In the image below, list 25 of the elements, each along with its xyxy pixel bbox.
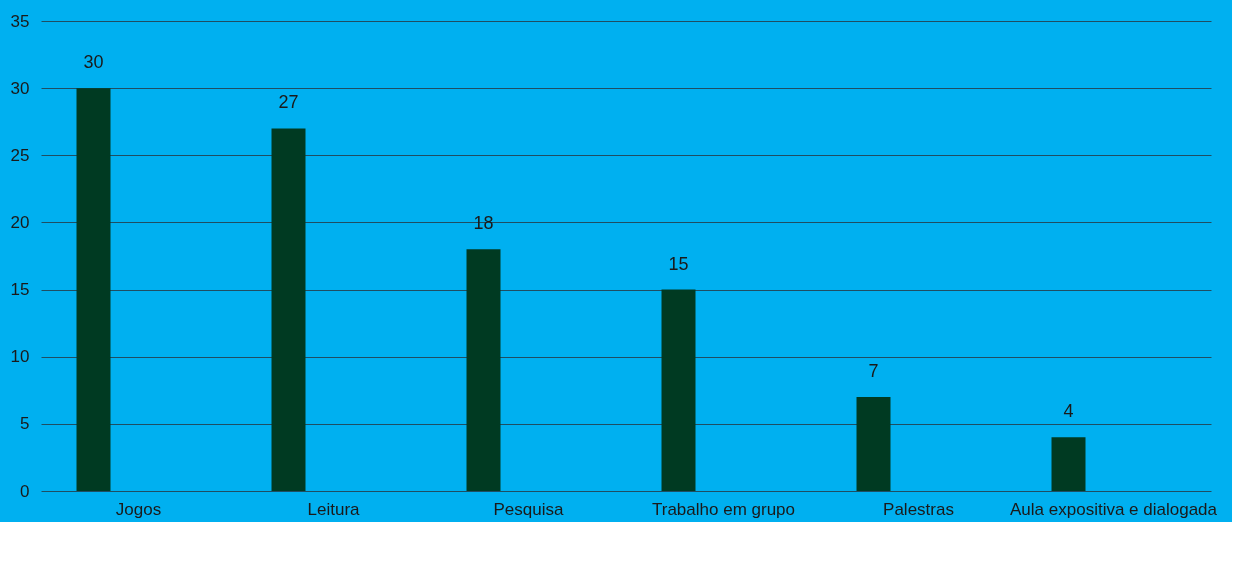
x-tick-label: Pesquisa [493, 499, 565, 519]
bar [466, 249, 501, 491]
bar [661, 289, 696, 491]
y-tick-label: 20 [10, 212, 30, 232]
y-tick-label: 35 [10, 11, 30, 31]
x-tick-label: Leitura [307, 499, 361, 519]
y-tick-label: 0 [20, 481, 30, 501]
y-tick-label: 5 [20, 414, 30, 434]
data-label: 15 [668, 253, 689, 274]
bar [271, 128, 306, 491]
data-label: 7 [868, 361, 879, 381]
bar [1051, 437, 1086, 491]
y-tick-label: 30 [10, 78, 30, 98]
bar [856, 397, 891, 491]
data-label: 30 [83, 52, 104, 73]
x-tick-label: Trabalho em grupo [651, 499, 796, 519]
data-label: 27 [278, 92, 299, 113]
y-tick-label: 10 [10, 347, 30, 367]
y-tick-label: 25 [10, 145, 30, 165]
x-tick-label: Aula expositiva e dialogada [1010, 499, 1218, 519]
y-tick-label: 15 [10, 280, 30, 300]
x-tick-label: Palestras [883, 499, 954, 519]
data-label: 4 [1063, 401, 1074, 422]
x-tick-label: Jogos [115, 499, 162, 519]
bar [76, 88, 111, 491]
